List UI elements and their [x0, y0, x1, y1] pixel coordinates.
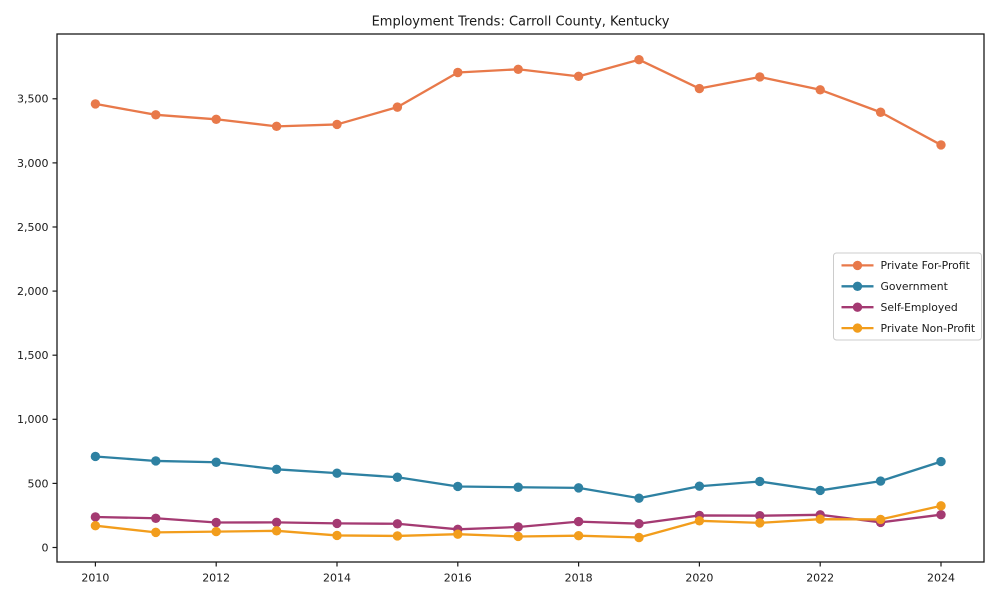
data-point-private-for-profit-2013: [271, 121, 282, 132]
series-private-non-profit: [90, 501, 946, 543]
data-point-private-for-profit-2021: [755, 72, 765, 82]
data-point-private-for-profit-2015: [392, 102, 403, 112]
x-tick-label: 2020: [685, 572, 713, 585]
data-point-government-2010: [90, 451, 101, 462]
data-point-government-2012: [211, 457, 221, 467]
data-point-private-non-profit-2015: [392, 531, 403, 541]
data-point-self-employed-2018: [573, 516, 584, 527]
x-tick-label: 2018: [565, 572, 593, 585]
legend-marker-icon: [852, 281, 863, 291]
data-point-private-non-profit-2019: [634, 532, 644, 543]
data-point-private-non-profit-2023: [875, 514, 886, 525]
legend-marker-icon: [852, 260, 863, 271]
legend-item-self-employed: Self-Employed: [841, 301, 958, 314]
legend: Private For-Profit Government Self-Employe…: [833, 252, 982, 341]
data-point-government-2013: [271, 464, 282, 474]
data-point-self-employed-2014: [332, 518, 342, 529]
data-point-private-non-profit-2013: [271, 526, 282, 536]
data-point-private-for-profit-2018: [573, 71, 584, 82]
y-tick-label: 0: [42, 541, 49, 554]
legend-label: Private Non-Profit: [881, 322, 976, 335]
data-point-government-2014: [332, 468, 342, 478]
legend-marker-icon: [852, 323, 863, 333]
y-tick-label: 2,000: [17, 285, 49, 298]
legend-marker-icon: [852, 302, 863, 312]
y-tick-label: 3,000: [17, 157, 49, 170]
data-point-private-for-profit-2022: [815, 85, 825, 95]
data-point-private-for-profit-2014: [332, 119, 342, 130]
data-point-private-for-profit-2024: [936, 140, 946, 150]
data-point-self-employed-2013: [271, 517, 282, 528]
y-tick-label: 2,500: [17, 221, 49, 234]
data-point-private-non-profit-2018: [573, 531, 584, 541]
data-point-private-non-profit-2022: [815, 514, 825, 524]
data-point-self-employed-2024: [936, 509, 946, 520]
legend-label: Self-Employed: [881, 301, 958, 314]
data-point-private-non-profit-2011: [151, 527, 161, 538]
data-point-self-employed-2012: [211, 517, 221, 528]
data-point-private-non-profit-2017: [513, 531, 523, 542]
data-point-government-2016: [453, 481, 463, 492]
data-point-government-2022: [815, 485, 825, 496]
x-tick-label: 2016: [444, 572, 472, 585]
data-point-private-for-profit-2017: [513, 64, 523, 74]
x-tick-label: 2010: [81, 572, 109, 585]
data-point-self-employed-2015: [392, 519, 403, 529]
x-tick-label: 2012: [202, 572, 230, 585]
x-tick-label: 2024: [927, 572, 955, 585]
data-point-government-2015: [392, 472, 403, 482]
x-tick-label: 2014: [323, 572, 351, 585]
data-point-private-for-profit-2010: [90, 99, 101, 109]
data-point-government-2017: [513, 482, 523, 492]
y-tick-label: 1,500: [17, 349, 49, 362]
legend-item-private-non-profit: Private Non-Profit: [841, 322, 976, 335]
data-point-private-for-profit-2020: [694, 83, 705, 94]
data-point-government-2011: [151, 456, 161, 466]
series-government: [90, 451, 946, 503]
data-point-self-employed-2021: [755, 511, 765, 521]
data-point-private-non-profit-2024: [936, 501, 946, 511]
data-point-private-for-profit-2016: [453, 67, 463, 78]
data-point-private-non-profit-2014: [332, 530, 342, 541]
data-point-self-employed-2019: [634, 518, 644, 529]
legend-box: [833, 252, 982, 341]
data-point-government-2020: [694, 481, 705, 491]
data-point-private-for-profit-2011: [151, 110, 161, 120]
legend-label: Government: [881, 280, 948, 293]
data-point-government-2024: [936, 456, 946, 467]
legend-item-private-for-profit: Private For-Profit: [841, 259, 970, 272]
data-point-private-for-profit-2019: [634, 54, 644, 65]
series-private-for-profit: [90, 54, 946, 150]
data-point-private-non-profit-2021: [755, 518, 765, 528]
data-point-self-employed-2011: [151, 513, 161, 523]
data-point-private-non-profit-2010: [90, 521, 101, 531]
data-point-self-employed-2017: [513, 522, 523, 532]
data-point-government-2023: [875, 476, 886, 486]
legend-label: Private For-Profit: [881, 259, 970, 272]
data-point-government-2018: [573, 483, 584, 493]
data-point-private-non-profit-2016: [453, 529, 463, 539]
y-tick-label: 500: [28, 477, 49, 490]
data-point-self-employed-2010: [90, 512, 101, 522]
y-tick-label: 3,500: [17, 93, 49, 106]
plot-area-border: [56, 33, 985, 563]
legend-item-government: Government: [841, 280, 948, 293]
data-point-government-2021: [755, 476, 765, 487]
chart-title: Employment Trends: Carroll County, Kentu…: [372, 15, 670, 30]
data-point-private-for-profit-2012: [211, 114, 221, 124]
data-point-private-for-profit-2023: [875, 107, 886, 117]
x-tick-label: 2022: [806, 572, 834, 585]
data-point-government-2019: [634, 493, 644, 503]
data-point-private-non-profit-2012: [211, 526, 221, 537]
data-point-private-non-profit-2020: [694, 516, 705, 526]
y-tick-label: 1,000: [17, 413, 49, 426]
